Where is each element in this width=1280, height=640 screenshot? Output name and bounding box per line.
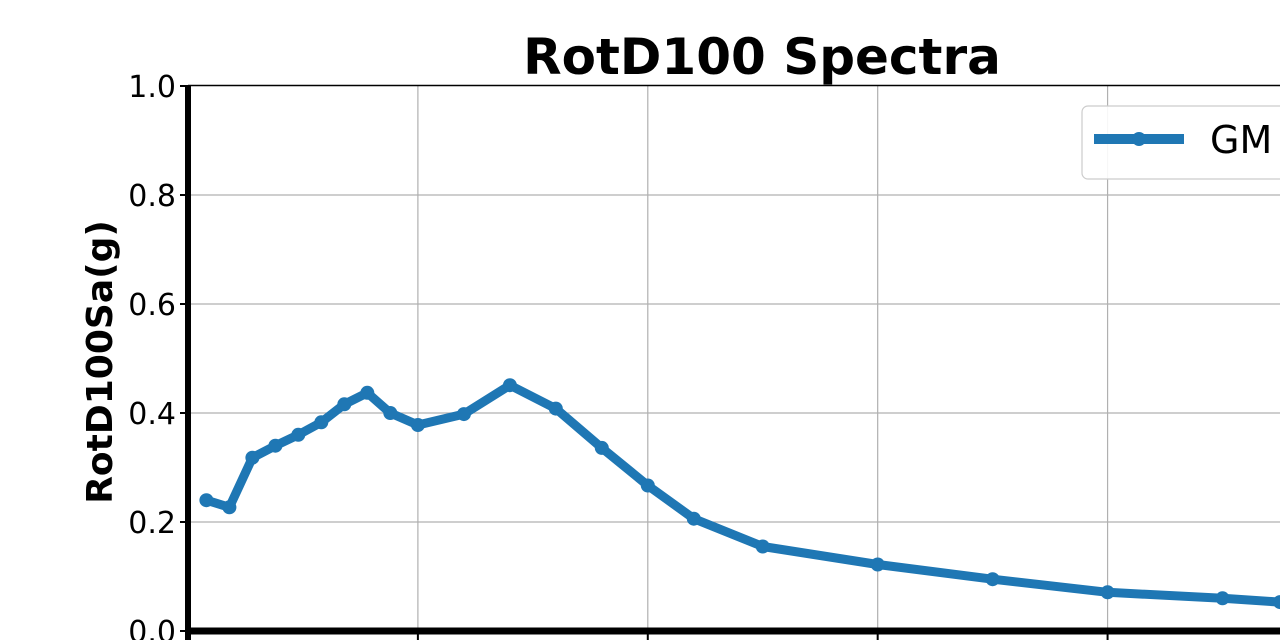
data-point — [1100, 585, 1115, 600]
y-tick-label: 0.0 — [128, 615, 176, 640]
legend-marker — [1132, 132, 1146, 146]
chart-title: RotD100 Spectra — [523, 28, 1001, 86]
legend: GM — [1081, 105, 1280, 180]
y-axis-label: RotD100Sa(g) — [80, 220, 121, 504]
data-point — [640, 478, 655, 493]
y-tick-label: 1.0 — [128, 70, 176, 105]
y-tick-label: 0.6 — [128, 288, 176, 323]
data-point — [594, 440, 609, 455]
series-layer — [199, 378, 1280, 610]
y-tick-label: 0.2 — [128, 506, 176, 541]
axes-layer — [185, 84, 1280, 640]
grid-layer — [188, 86, 1280, 631]
data-point — [1215, 591, 1230, 606]
data-point — [686, 511, 701, 526]
data-point — [1273, 595, 1280, 610]
data-point — [456, 407, 471, 422]
data-point — [199, 493, 214, 508]
series-line — [201, 380, 1280, 607]
data-point — [360, 385, 375, 400]
data-point — [870, 557, 885, 572]
data-point — [755, 539, 770, 554]
data-point — [502, 378, 517, 393]
data-point — [383, 406, 398, 420]
y-tick-label: 0.8 — [128, 179, 176, 214]
data-point — [314, 415, 329, 430]
y-tick-label: 0.4 — [128, 397, 176, 432]
legend-label: GM — [1210, 118, 1272, 162]
data-point — [337, 397, 352, 412]
data-point — [268, 438, 283, 453]
data-point — [291, 427, 306, 442]
y-tick-labels: 0.0 0.2 0.4 0.6 0.8 1.0 — [128, 70, 1109, 640]
data-point — [245, 450, 260, 465]
data-point — [548, 401, 563, 416]
data-point — [985, 572, 1000, 587]
data-point — [222, 500, 237, 515]
data-point — [410, 418, 425, 432]
